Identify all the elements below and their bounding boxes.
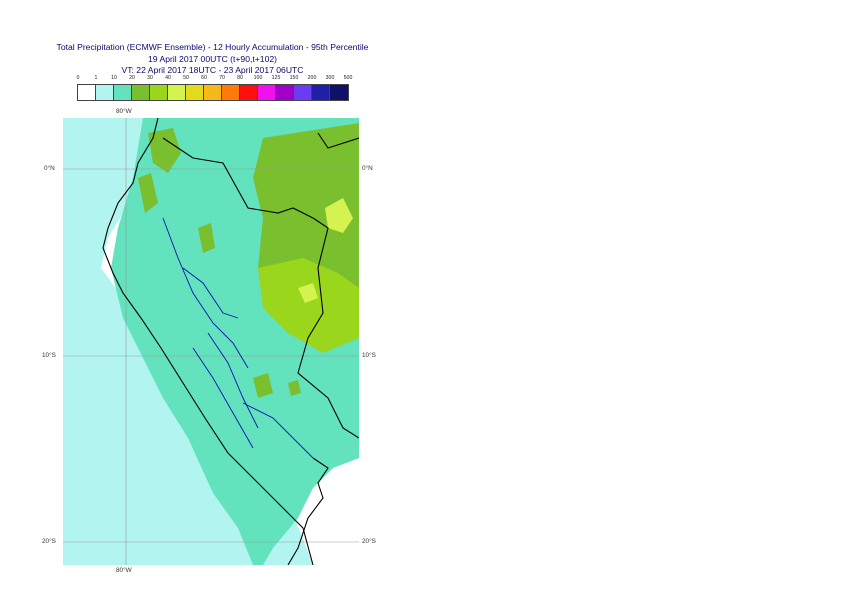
dept-border-3 bbox=[207, 332, 259, 429]
green-patch-andes-2 bbox=[138, 173, 158, 213]
legend-swatch bbox=[78, 85, 96, 100]
legend-swatch bbox=[114, 85, 132, 100]
colombia-border bbox=[162, 137, 314, 219]
bolivia-border bbox=[287, 457, 329, 565]
legend-tick-labels: 0 1 10 20 30 40 50 60 70 80 100 125 150 200 300 500 bbox=[76, 75, 353, 85]
legend-tick-label: 30 bbox=[147, 75, 153, 81]
legend-swatch bbox=[222, 85, 240, 100]
lat-label-10-left: 10°S bbox=[42, 352, 56, 359]
legend-swatch bbox=[312, 85, 330, 100]
yellow-patch-1 bbox=[325, 198, 353, 233]
ecuador-coastline bbox=[102, 118, 314, 565]
land-precipitation bbox=[111, 118, 359, 565]
green-patch-andes-5 bbox=[288, 380, 301, 396]
legend-tick-label: 200 bbox=[307, 75, 317, 81]
map-title: Total Precipitation (ECMWF Ensemble) - 1… bbox=[0, 42, 425, 77]
legend-tick-label: 125 bbox=[271, 75, 281, 81]
legend-tick-label: 500 bbox=[343, 75, 353, 81]
title-line-3: VT: 22 April 2017 18UTC - 23 April 2017 … bbox=[121, 65, 304, 75]
precipitation-map bbox=[63, 118, 359, 565]
legend-tick-label: 1 bbox=[94, 75, 98, 81]
legend-swatch bbox=[132, 85, 150, 100]
legend-swatch bbox=[186, 85, 204, 100]
legend-color-bar bbox=[77, 84, 349, 101]
legend-tick-label: 40 bbox=[165, 75, 171, 81]
lat-label-20-right: 20°S bbox=[362, 538, 376, 545]
legend-swatch bbox=[96, 85, 114, 100]
legend-tick-label: 300 bbox=[325, 75, 335, 81]
legend-tick-label: 80 bbox=[237, 75, 243, 81]
legend-swatch bbox=[204, 85, 222, 100]
legend-swatch bbox=[168, 85, 186, 100]
title-line-2: 19 April 2017 00UTC (t+90,t+102) bbox=[148, 53, 277, 64]
precipitation-legend: 0 1 10 20 30 40 50 60 70 80 100 125 150 200 300 500 bbox=[76, 75, 353, 101]
green-band-south bbox=[258, 258, 359, 353]
legend-swatch bbox=[258, 85, 276, 100]
offshore-light-band bbox=[63, 418, 203, 565]
map-canvas bbox=[63, 118, 359, 565]
legend-swatch bbox=[240, 85, 258, 100]
brazil-border bbox=[297, 132, 359, 439]
dept-border-2 bbox=[182, 267, 239, 319]
lat-label-0-right: 0°N bbox=[362, 165, 373, 172]
green-patch-andes-3 bbox=[198, 223, 215, 253]
legend-tick-label: 70 bbox=[219, 75, 225, 81]
lon-label-bottom: 80°W bbox=[116, 567, 132, 574]
coastal-light-band bbox=[63, 118, 313, 565]
lat-label-0-left: 0°N bbox=[44, 165, 55, 172]
dept-border-4 bbox=[242, 402, 314, 459]
legend-tick-label: 0 bbox=[76, 75, 80, 81]
legend-swatch bbox=[294, 85, 312, 100]
legend-tick-label: 50 bbox=[183, 75, 189, 81]
lat-label-20-left: 20°S bbox=[42, 538, 56, 545]
dept-border-5 bbox=[192, 347, 254, 449]
lat-label-10-right: 10°S bbox=[362, 352, 376, 359]
legend-swatch bbox=[330, 85, 348, 100]
green-patch-andes-1 bbox=[148, 128, 181, 173]
green-patch-andes-4 bbox=[253, 373, 273, 398]
title-line-1: Total Precipitation (ECMWF Ensemble) - 1… bbox=[56, 42, 369, 52]
dept-border-1 bbox=[162, 217, 249, 369]
legend-swatch bbox=[150, 85, 168, 100]
legend-tick-label: 10 bbox=[111, 75, 117, 81]
legend-tick-label: 150 bbox=[289, 75, 299, 81]
country-borders bbox=[102, 118, 359, 565]
ocean-precipitation bbox=[63, 118, 313, 565]
legend-tick-label: 100 bbox=[253, 75, 263, 81]
legend-tick-label: 60 bbox=[201, 75, 207, 81]
legend-tick-label: 20 bbox=[129, 75, 135, 81]
yellow-patch-2 bbox=[298, 283, 318, 303]
department-borders bbox=[162, 217, 314, 459]
lon-label-top: 80°W bbox=[116, 108, 132, 115]
legend-swatch bbox=[276, 85, 294, 100]
